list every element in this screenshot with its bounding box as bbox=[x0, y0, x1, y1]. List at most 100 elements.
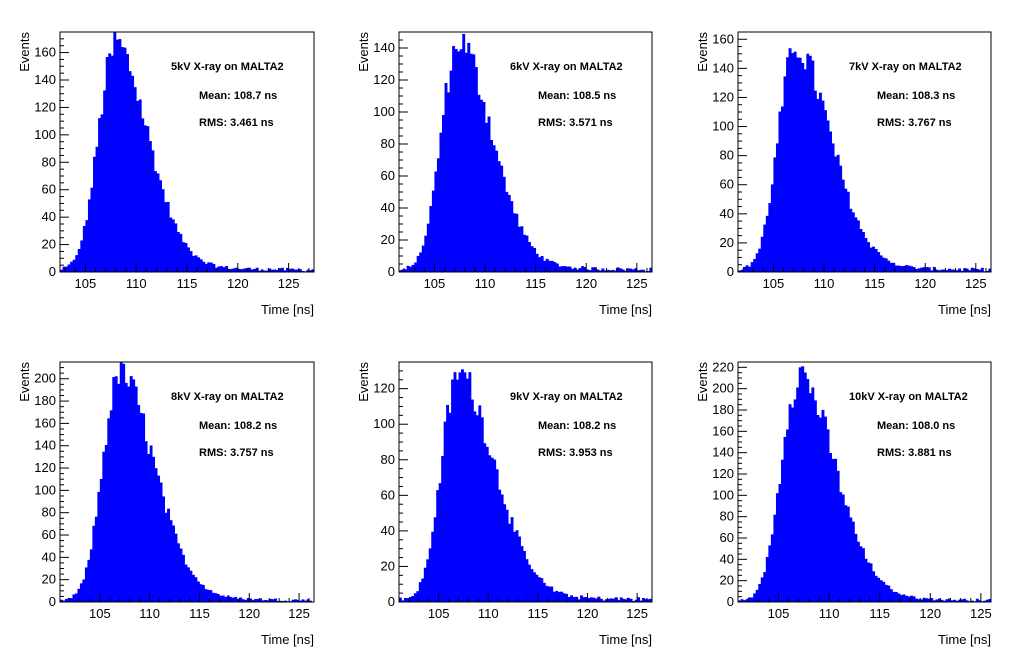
histogram-bin bbox=[179, 548, 183, 602]
histogram-bin bbox=[72, 259, 76, 272]
histogram-bin bbox=[301, 599, 305, 602]
histogram-bin bbox=[599, 598, 603, 602]
histogram-bin bbox=[465, 378, 469, 602]
x-tick-label: 120 bbox=[914, 276, 936, 291]
histogram-bin bbox=[897, 265, 901, 272]
histogram-bin bbox=[204, 263, 208, 272]
histogram-bin bbox=[129, 376, 133, 602]
histogram-bin bbox=[937, 598, 941, 602]
y-tick-label: 120 bbox=[712, 89, 734, 104]
histogram-bin bbox=[209, 590, 213, 602]
histogram-bin bbox=[263, 270, 267, 272]
histogram-bin bbox=[288, 268, 292, 272]
histogram-bin bbox=[517, 226, 521, 272]
histogram-bin bbox=[232, 268, 236, 272]
histogram-bin bbox=[518, 536, 521, 602]
histogram-bin bbox=[849, 517, 853, 602]
rms-annotation: RMS: 3.953 ns bbox=[538, 447, 613, 459]
x-tick-label: 115 bbox=[864, 276, 885, 291]
y-tick-label: 40 bbox=[381, 523, 395, 538]
histogram-bin bbox=[258, 270, 262, 272]
histogram-bin bbox=[537, 577, 541, 602]
histogram-bin bbox=[447, 92, 450, 272]
histogram-bin bbox=[803, 69, 807, 272]
histogram-bin bbox=[505, 191, 509, 272]
histogram-bin bbox=[985, 270, 989, 272]
histogram-bin bbox=[783, 436, 787, 602]
histogram-bin bbox=[207, 262, 211, 272]
histogram-bin bbox=[940, 269, 944, 272]
histogram-bin bbox=[942, 600, 946, 602]
x-tick-label: 105 bbox=[89, 606, 111, 621]
histogram-bin bbox=[266, 600, 270, 602]
histogram-bin bbox=[882, 257, 886, 272]
histogram-bin bbox=[62, 600, 66, 602]
histogram-bin bbox=[826, 429, 830, 602]
histogram-bin bbox=[436, 490, 440, 602]
histogram-bin bbox=[436, 158, 440, 272]
histogram-bin bbox=[892, 262, 896, 272]
histogram-bin bbox=[291, 268, 295, 272]
y-tick-label: 40 bbox=[381, 200, 395, 215]
y-tick-label: 80 bbox=[720, 148, 734, 163]
histogram-bin bbox=[242, 268, 246, 272]
histogram-bin bbox=[283, 270, 287, 272]
histogram-bin bbox=[619, 268, 623, 272]
y-tick-label: 120 bbox=[712, 466, 734, 481]
x-tick-label: 110 bbox=[126, 276, 147, 291]
histogram-bin bbox=[498, 489, 502, 602]
histogram-bin bbox=[99, 478, 103, 602]
histogram-bin bbox=[824, 110, 827, 273]
histogram-bin bbox=[451, 379, 454, 602]
histogram-bin bbox=[176, 232, 180, 272]
histogram-bin bbox=[253, 269, 256, 272]
histogram-bin bbox=[836, 154, 840, 272]
y-tick-label: 0 bbox=[49, 264, 56, 279]
histogram-bin bbox=[851, 212, 855, 272]
histogram-bin bbox=[520, 226, 524, 272]
histogram-bin bbox=[557, 591, 561, 602]
histogram-bin bbox=[829, 452, 833, 602]
histogram-bin bbox=[854, 533, 858, 602]
histogram-bin bbox=[831, 458, 835, 602]
histogram-bin bbox=[826, 120, 830, 273]
y-tick-label: 120 bbox=[34, 99, 56, 114]
histogram-bin bbox=[818, 417, 822, 602]
x-tick-label: 110 bbox=[478, 606, 499, 621]
histogram-bin bbox=[874, 575, 878, 602]
histogram-bin bbox=[470, 399, 474, 602]
y-tick-label: 40 bbox=[42, 549, 56, 564]
histogram-bin bbox=[77, 588, 81, 602]
histogram-bin bbox=[899, 266, 903, 272]
histogram-bin bbox=[299, 600, 302, 602]
histogram-bin bbox=[834, 458, 838, 602]
histogram-bin bbox=[879, 580, 883, 602]
y-tick-label: 140 bbox=[373, 40, 395, 55]
histogram-bin bbox=[632, 600, 636, 602]
histogram-bin bbox=[143, 125, 147, 272]
histogram-bin bbox=[577, 599, 581, 602]
histogram-bin bbox=[142, 413, 146, 602]
histogram-bin bbox=[841, 494, 845, 602]
histogram-bin bbox=[240, 269, 244, 272]
histogram-bin bbox=[490, 457, 494, 602]
histogram-bin bbox=[220, 266, 223, 272]
histogram-bin bbox=[869, 247, 873, 272]
histogram-bin bbox=[851, 521, 855, 602]
histogram-bin bbox=[902, 265, 906, 272]
histogram-bin bbox=[603, 270, 607, 272]
y-tick-label: 100 bbox=[34, 127, 56, 142]
histogram-bin bbox=[265, 270, 269, 272]
histogram-bin bbox=[250, 269, 254, 272]
histogram-bin bbox=[770, 534, 774, 602]
histogram-bin bbox=[67, 598, 71, 602]
histogram-bin bbox=[442, 114, 445, 273]
histogram-bin bbox=[770, 184, 774, 272]
histogram-bin bbox=[97, 491, 101, 602]
histogram-bin bbox=[234, 596, 238, 602]
histogram-bin bbox=[65, 266, 69, 272]
histogram-bin bbox=[550, 586, 554, 602]
histogram-bin bbox=[945, 599, 949, 602]
histogram-panel-1: 105 110 115 120 125 0 20 40 60 80 100 120 140 160 Time… bbox=[17, 31, 315, 317]
histogram-bin bbox=[912, 267, 916, 272]
